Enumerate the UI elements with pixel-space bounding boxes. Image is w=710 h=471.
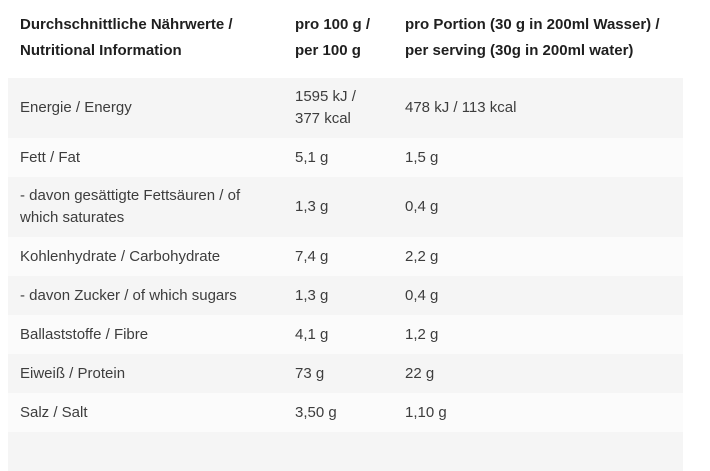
- nutrient-label: Ballaststoffe / Fibre: [20, 325, 149, 343]
- table-row-clipped: [8, 432, 683, 471]
- header-per-100g-line1: pro 100 g /: [295, 16, 371, 33]
- header-nutrient-line1: Durchschnittliche Nährwerte /: [20, 16, 233, 33]
- nutrient-label: Energie / Energy: [20, 99, 132, 116]
- nutrient-label: Eiweiß / Protein: [20, 364, 126, 382]
- per-100g-value: 3,50 g: [295, 403, 337, 421]
- per-100g-value: 1595 kJ / 377 kcal: [295, 88, 356, 127]
- table-row-salt: Salz / Salt 3,50 g 1,10 g: [8, 393, 683, 432]
- per-serving-value: 0,4 g: [405, 198, 439, 215]
- per-100g-value: 4,1 g: [295, 325, 329, 343]
- per-serving-value: 1,2 g: [405, 325, 439, 343]
- per-serving-value: 1,5 g: [405, 148, 439, 166]
- table-row-saturates: - davon gesättigte Fettsäuren / of which…: [8, 177, 683, 237]
- header-per-serving: pro Portion (30 g in 200ml Wasser) / per…: [393, 0, 683, 78]
- nutrient-label: Kohlenhydrate / Carbohydrate: [20, 247, 221, 265]
- per-serving-value: 1,10 g: [405, 403, 447, 421]
- nutrient-label: - davon Zucker / of which sugars: [20, 286, 237, 304]
- header-per-serving-line2: per serving (30g in 200ml water): [405, 42, 634, 59]
- table-row-energy: Energie / Energy 1595 kJ / 377 kcal 478 …: [8, 78, 683, 138]
- header-per-100g: pro 100 g / per 100 g: [283, 0, 393, 78]
- per-100g-value: 73 g: [295, 364, 325, 382]
- per-serving-value: 0,4 g: [405, 286, 439, 304]
- table-row-protein: Eiweiß / Protein 73 g 22 g: [8, 354, 683, 393]
- header-per-100g-line2: per 100 g: [295, 42, 361, 59]
- table-row-fat: Fett / Fat 5,1 g 1,5 g: [8, 138, 683, 177]
- header-nutrient: Durchschnittliche Nährwerte / Nutritiona…: [8, 0, 283, 78]
- per-100g-value: 1,3 g: [295, 286, 329, 304]
- per-100g-value: 5,1 g: [295, 148, 329, 166]
- per-serving-value: 478 kJ / 113 kcal: [405, 99, 517, 116]
- per-100g-value: 1,3 g: [295, 198, 329, 215]
- header-nutrient-line2: Nutritional Information: [20, 42, 182, 59]
- per-serving-value: 22 g: [405, 364, 435, 382]
- per-serving-value: 2,2 g: [405, 247, 439, 265]
- nutrient-label: Salz / Salt: [20, 403, 88, 421]
- header-per-serving-line1: pro Portion (30 g in 200ml Wasser) /: [405, 16, 660, 33]
- table-row-carbohydrate: Kohlenhydrate / Carbohydrate 7,4 g 2,2 g: [8, 237, 683, 276]
- table-header-row: Durchschnittliche Nährwerte / Nutritiona…: [8, 0, 683, 78]
- table-row-fibre: Ballaststoffe / Fibre 4,1 g 1,2 g: [8, 315, 683, 354]
- nutrient-label: - davon gesättigte Fettsäuren / of which…: [20, 187, 241, 226]
- table-row-sugars: - davon Zucker / of which sugars 1,3 g 0…: [8, 276, 683, 315]
- nutrient-label: Fett / Fat: [20, 148, 81, 166]
- per-100g-value: 7,4 g: [295, 247, 329, 265]
- nutrition-table: Durchschnittliche Nährwerte / Nutritiona…: [8, 0, 683, 471]
